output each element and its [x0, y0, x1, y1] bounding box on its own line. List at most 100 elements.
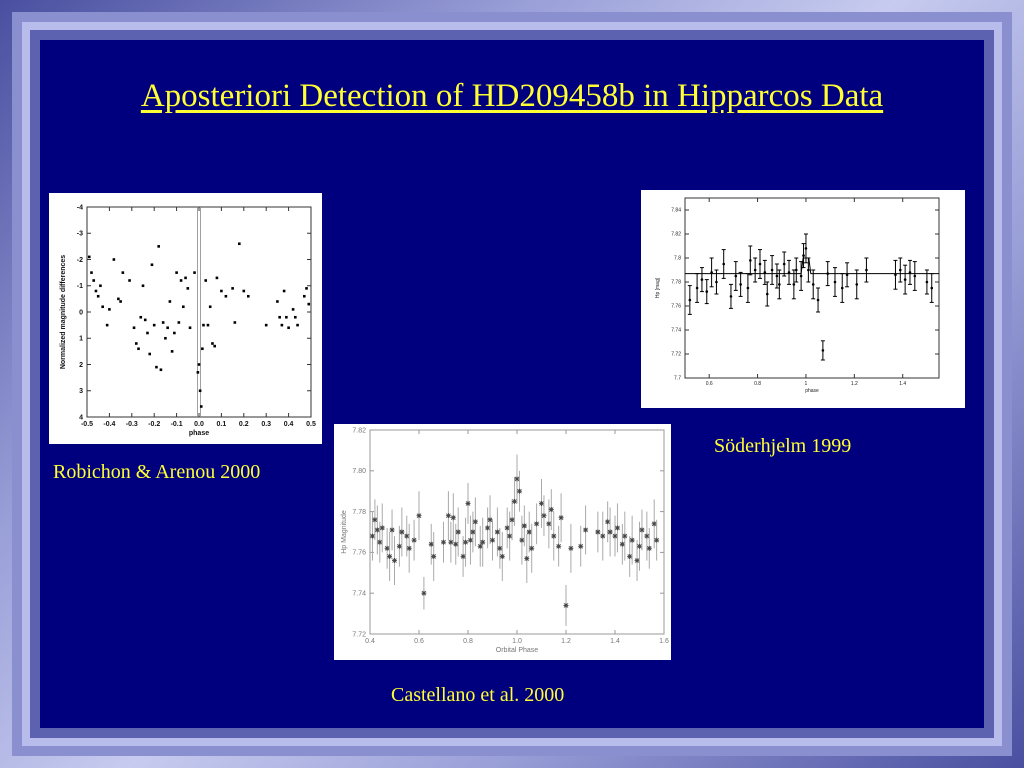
- data-point: [406, 545, 412, 551]
- data-point: [746, 286, 750, 290]
- data-point: [499, 553, 505, 559]
- data-point: [455, 529, 461, 535]
- data-point: [568, 545, 574, 551]
- data-point: [296, 323, 299, 327]
- data-point: [619, 541, 625, 547]
- data-point: [146, 331, 149, 335]
- data-point: [700, 278, 704, 281]
- x-tick-label: 0.3: [261, 421, 271, 428]
- data-point: [246, 294, 250, 298]
- data-point: [108, 308, 111, 311]
- data-point: [470, 529, 476, 535]
- x-tick-label: 0.6: [414, 638, 424, 645]
- data-point: [196, 371, 200, 374]
- data-point: [208, 305, 212, 309]
- data-point: [276, 300, 279, 303]
- data-point: [509, 517, 515, 523]
- data-point: [480, 539, 486, 545]
- data-point: [729, 295, 733, 298]
- data-point: [193, 271, 196, 274]
- data-point: [595, 529, 601, 535]
- data-point: [404, 533, 410, 539]
- x-tick-label: -0.5: [81, 421, 93, 428]
- chart-soderhjelm-panel: 0.6 0.8 1 1.2 1.4 7.7 7.72 7.74 7.76 7.78 7.8 7.82 7…: [641, 190, 965, 408]
- data-point: [487, 517, 493, 523]
- data-point: [377, 539, 383, 545]
- data-point: [865, 268, 868, 272]
- data-point: [637, 543, 642, 549]
- y-tick-label: 7.78: [352, 509, 366, 516]
- data-point: [739, 283, 742, 286]
- data-point: [558, 515, 564, 521]
- chart-robichon: -0.5 -0.4 -0.3 -0.2 -0.1 0.0 0.1 0.2 0.3 0.4 0.5 -4…: [60, 204, 316, 437]
- data-point: [894, 273, 897, 277]
- data-point: [220, 289, 223, 293]
- data-point: [282, 289, 286, 293]
- data-point: [396, 543, 402, 549]
- data-point: [821, 349, 825, 352]
- y-tick-label: 2: [79, 362, 83, 369]
- x-tick-label: -0.3: [126, 421, 138, 428]
- data-point: [416, 513, 422, 519]
- data-point: [749, 259, 752, 262]
- data-point: [811, 283, 815, 286]
- data-point: [688, 298, 692, 302]
- plot-frame: [684, 197, 940, 379]
- chart-castellano: 0.4 0.6 0.8 1.0 1.2 1.4 1.6 7.72 7.74 7.76 7.78 7.8…: [341, 427, 669, 654]
- data-point: [551, 533, 557, 539]
- data-point: [121, 271, 125, 274]
- data-point: [90, 271, 93, 274]
- y-tick-label: 7.74: [671, 328, 681, 334]
- data-point: [199, 405, 203, 408]
- y-tick-label: -1: [77, 283, 83, 290]
- model-line: [685, 257, 939, 275]
- y-tick-label: 7.76: [671, 304, 681, 310]
- x-tick-label: 1.4: [899, 381, 906, 387]
- data-point: [925, 280, 929, 284]
- y-tick-label: 7.7: [674, 376, 681, 382]
- data-point: [150, 263, 154, 267]
- data-point: [477, 543, 483, 549]
- y-tick-label: 4: [79, 414, 83, 421]
- data-point: [898, 268, 902, 272]
- data-point: [855, 283, 859, 286]
- data-point: [224, 294, 228, 298]
- data-point: [168, 300, 172, 303]
- data-point: [92, 279, 96, 282]
- data-point: [763, 271, 767, 274]
- data-point: [101, 305, 104, 309]
- x-tick-label: 1.4: [610, 638, 620, 645]
- chart-soderhjelm: 0.6 0.8 1 1.2 1.4 7.7 7.72 7.74 7.76 7.78 7.8 7.82 7…: [655, 197, 940, 394]
- x-tick-label: 0.1: [217, 421, 227, 428]
- data-point: [651, 521, 657, 527]
- data-point: [379, 525, 385, 531]
- data-point: [548, 507, 554, 513]
- data-point: [164, 336, 167, 340]
- data-point: [215, 276, 219, 280]
- data-point: [213, 344, 216, 348]
- y-tick-label: 7.74: [352, 591, 366, 598]
- slide-title: Aposteriori Detection of HD209458b in Hi…: [140, 78, 884, 114]
- data-point: [96, 294, 100, 298]
- data-point: [845, 273, 849, 277]
- data-point: [152, 323, 156, 327]
- y-tick-label: 0: [79, 309, 83, 316]
- data-point: [182, 305, 185, 309]
- data-point: [519, 537, 525, 543]
- data-point: [202, 323, 205, 327]
- data-point: [775, 274, 779, 278]
- data-point: [807, 268, 810, 272]
- data-point: [302, 294, 306, 298]
- data-point: [278, 315, 281, 319]
- data-point: [512, 498, 518, 504]
- data-point: [715, 280, 718, 284]
- data-point: [705, 290, 709, 293]
- data-point: [485, 525, 491, 531]
- x-tick-label: -0.2: [148, 421, 160, 428]
- data-point: [467, 537, 473, 543]
- data-point: [646, 545, 652, 551]
- data-point: [833, 280, 837, 284]
- data-point: [287, 326, 290, 330]
- data-point: [392, 558, 397, 564]
- x-axis-label: phase: [189, 430, 209, 437]
